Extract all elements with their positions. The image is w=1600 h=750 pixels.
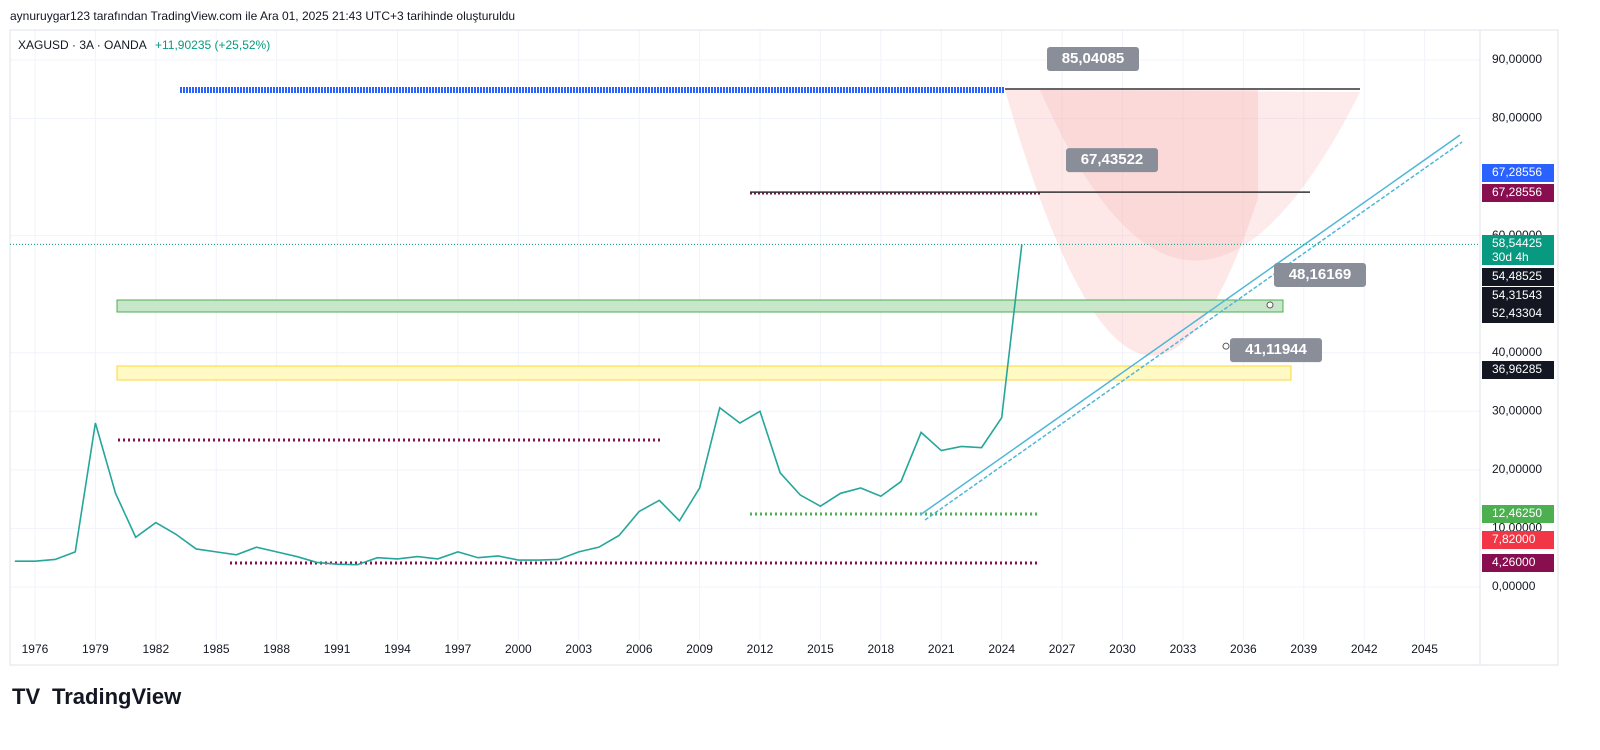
- price-tag: 54,31543: [1482, 287, 1554, 305]
- logo: TV TradingView: [12, 684, 182, 709]
- x-tick-label: 2042: [1351, 642, 1378, 656]
- x-tick-label: 2000: [505, 642, 532, 656]
- x-tick-label: 2045: [1411, 642, 1438, 656]
- price-tag: 54,48525: [1482, 268, 1554, 286]
- callout-box: [1274, 262, 1366, 287]
- callout-box: [1066, 148, 1158, 173]
- logo-mark: TV: [12, 684, 40, 709]
- price-tag-box: [1482, 554, 1554, 572]
- price-tag: 36,96285: [1482, 361, 1554, 379]
- price-tag-box: [1482, 164, 1554, 182]
- price-tag: 4,26000: [1482, 554, 1554, 572]
- price-tag-label: 12,46250: [1492, 506, 1542, 520]
- price-tag-label: 7,82000: [1492, 532, 1536, 546]
- trend-channel: [919, 134, 1461, 516]
- x-tick-label: 2030: [1109, 642, 1136, 656]
- y-tick-label: 80,00000: [1492, 111, 1542, 125]
- x-tick-label: 2009: [686, 642, 713, 656]
- price-tag: 12,46250: [1482, 505, 1554, 523]
- logo-text: TradingView: [52, 684, 182, 709]
- price-tag-box: [1482, 531, 1554, 549]
- y-tick-label: 20,00000: [1492, 462, 1542, 476]
- support-zone: [116, 365, 1292, 381]
- price-tag-label: 54,48525: [1492, 269, 1542, 283]
- x-tick-label: 2027: [1049, 642, 1076, 656]
- price-tag: 7,82000: [1482, 531, 1554, 549]
- price-tag-box: [1482, 268, 1554, 286]
- x-tick-label: 1991: [324, 642, 351, 656]
- x-tick-label: 2033: [1170, 642, 1197, 656]
- trend-channel: [924, 141, 1463, 521]
- price-tag-label: 36,96285: [1492, 362, 1542, 376]
- chart-frame: [9, 29, 1559, 666]
- x-tick-label: 2036: [1230, 642, 1257, 656]
- price-tag: 67,28556: [1482, 164, 1554, 182]
- x-tick-label: 1988: [263, 642, 290, 656]
- x-tick-label: 2024: [988, 642, 1015, 656]
- y-tick-label: 30,00000: [1492, 403, 1542, 417]
- price-tag-box: [1482, 361, 1554, 379]
- callout-label: 67,43522: [1081, 151, 1144, 168]
- symbol: XAGUSD · 3A · OANDA: [18, 38, 147, 52]
- y-tick-label: 40,00000: [1492, 345, 1542, 359]
- x-tick-label: 1982: [142, 642, 169, 656]
- price-tag-box: [1482, 305, 1554, 323]
- x-tick-label: 1985: [203, 642, 230, 656]
- x-tick-label: 2003: [565, 642, 592, 656]
- x-tick-label: 1976: [22, 642, 49, 656]
- callout: 48,16169: [1274, 262, 1366, 287]
- callout-label: 48,16169: [1289, 266, 1352, 283]
- price-tag-label: 54,31543: [1492, 288, 1542, 302]
- projection-zone: [1040, 90, 1360, 261]
- price-tag-box: [1482, 235, 1554, 265]
- x-tick-label: 1979: [82, 642, 109, 656]
- credit: aynuruygar123 tarafından TradingView.com…: [10, 9, 515, 23]
- callout: 41,11944: [1230, 338, 1322, 363]
- price-tag-label: 67,28556: [1492, 185, 1542, 199]
- x-tick-label: 1997: [445, 642, 472, 656]
- price-tag: 67,28556: [1482, 184, 1554, 202]
- price-line: [14, 244, 1023, 566]
- x-tick-label: 2015: [807, 642, 834, 656]
- x-tick-label: 2006: [626, 642, 653, 656]
- price-tag-box: [1482, 184, 1554, 202]
- price-tag: 52,43304: [1482, 305, 1554, 323]
- x-tick-label: 2039: [1290, 642, 1317, 656]
- x-tick-label: 2018: [867, 642, 894, 656]
- level-point: [1222, 342, 1230, 350]
- y-tick-label: 90,00000: [1492, 52, 1542, 66]
- callout-box: [1230, 338, 1322, 363]
- callout: 67,43522: [1066, 148, 1158, 173]
- price-tag-box: [1482, 287, 1554, 305]
- x-tick-label: 1994: [384, 642, 411, 656]
- callout-label: 41,11944: [1245, 341, 1307, 358]
- price-tag-label: 67,28556: [1492, 165, 1542, 179]
- support-zone: [116, 299, 1284, 313]
- price-tag-label: 52,43304: [1492, 306, 1542, 320]
- price-tag-label: 58,54425: [1492, 236, 1542, 250]
- change: +11,90235 (+25,52%): [155, 38, 270, 52]
- price-tag-box: [1482, 505, 1554, 523]
- countdown: 30d 4h: [1492, 250, 1529, 264]
- callout-label: 85,04085: [1062, 50, 1125, 67]
- price-tag-label: 4,26000: [1492, 555, 1536, 569]
- level-point: [1266, 301, 1274, 309]
- y-tick-label: 0,00000: [1492, 579, 1536, 593]
- callout-box: [1047, 46, 1139, 71]
- callout: 85,04085: [1047, 46, 1139, 71]
- x-tick-label: 2012: [747, 642, 774, 656]
- x-tick-label: 2021: [928, 642, 955, 656]
